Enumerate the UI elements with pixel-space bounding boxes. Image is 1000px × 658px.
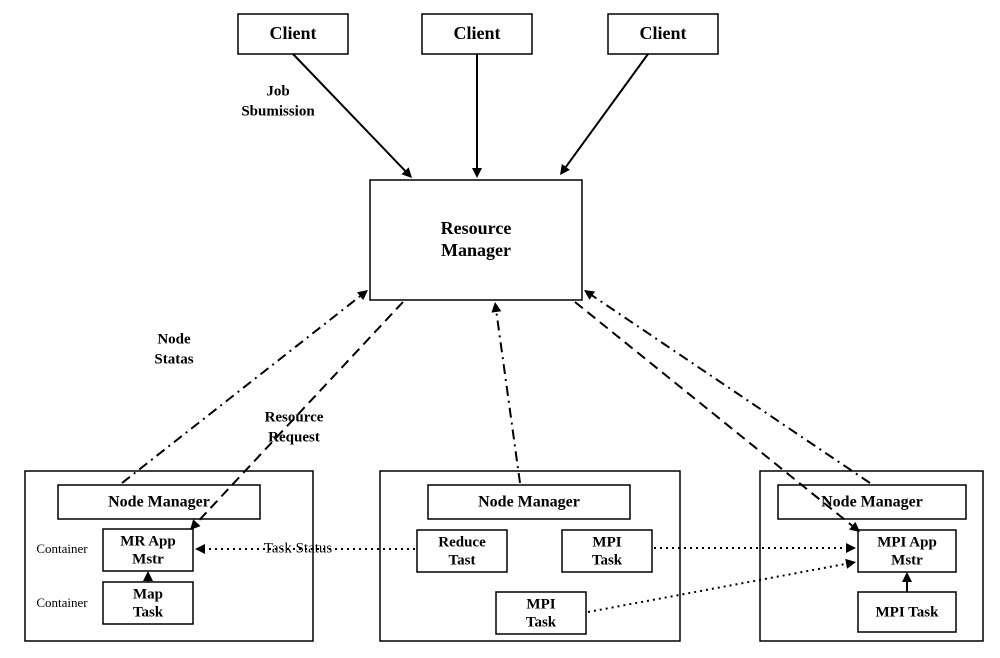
arrow-nm-rm-2 <box>592 296 870 483</box>
sub-label-1-2-a: MPI <box>526 596 555 612</box>
node-manager-label-0: Node Manager <box>108 494 210 511</box>
sub-label-1-1-a: MPI <box>592 534 621 550</box>
arrow-nm-rm-1-arrowhead <box>491 302 501 313</box>
sub-label-0-0-b: Mstr <box>132 551 164 567</box>
label-job-2: Sbumission <box>241 103 315 119</box>
sub-label-1-2-b: Task <box>526 614 557 630</box>
resource-manager-label-2: Manager <box>441 240 511 260</box>
label-job-1: Job <box>266 83 289 99</box>
arrow-nm-rm-0 <box>122 296 360 483</box>
node-manager-label-2: Node Manager <box>821 494 923 511</box>
label-node-2: Statas <box>154 351 193 367</box>
arrow-nm-rm-1 <box>496 312 520 483</box>
client-label-1: Client <box>454 23 501 43</box>
sub-label-1-0-a: Reduce <box>438 534 486 550</box>
resource-manager-label-1: Resource <box>441 218 512 238</box>
sub-label-0-1-b: Task <box>133 604 164 620</box>
sub-label-1-1-b: Task <box>592 552 623 568</box>
sub-label-2-0-b: Mstr <box>891 552 923 568</box>
sub-label-2-0-a: MPI App <box>877 534 937 550</box>
container-label-0-0: Container <box>36 541 88 556</box>
client-label-2: Client <box>640 23 687 43</box>
sub-label-1-0-b: Tast <box>449 552 476 568</box>
arrow-nm-rm-0-arrowhead <box>357 290 368 300</box>
container-label-0-1: Container <box>36 595 88 610</box>
sub-label-2-1: MPI Task <box>876 604 940 620</box>
client-label-0: Client <box>270 23 317 43</box>
label-node-1: Node <box>157 331 191 347</box>
label-res-2: Request <box>268 429 320 445</box>
arrow-nm-rm-2-arrowhead <box>584 290 595 300</box>
architecture-diagram: ClientClientClientResourceManagerNode Ma… <box>0 0 1000 658</box>
arrow-client-rm-2 <box>566 54 648 167</box>
arrow-client-rm-1-arrowhead <box>472 168 482 178</box>
node-manager-label-1: Node Manager <box>478 494 580 511</box>
label-res-1: Resource <box>265 409 324 425</box>
sub-label-0-0-a: MR App <box>120 533 175 549</box>
sub-label-0-1-a: Map <box>133 586 163 602</box>
arrow-client-rm-2-arrowhead <box>560 164 570 175</box>
label-task-status: Task Status <box>264 540 333 556</box>
